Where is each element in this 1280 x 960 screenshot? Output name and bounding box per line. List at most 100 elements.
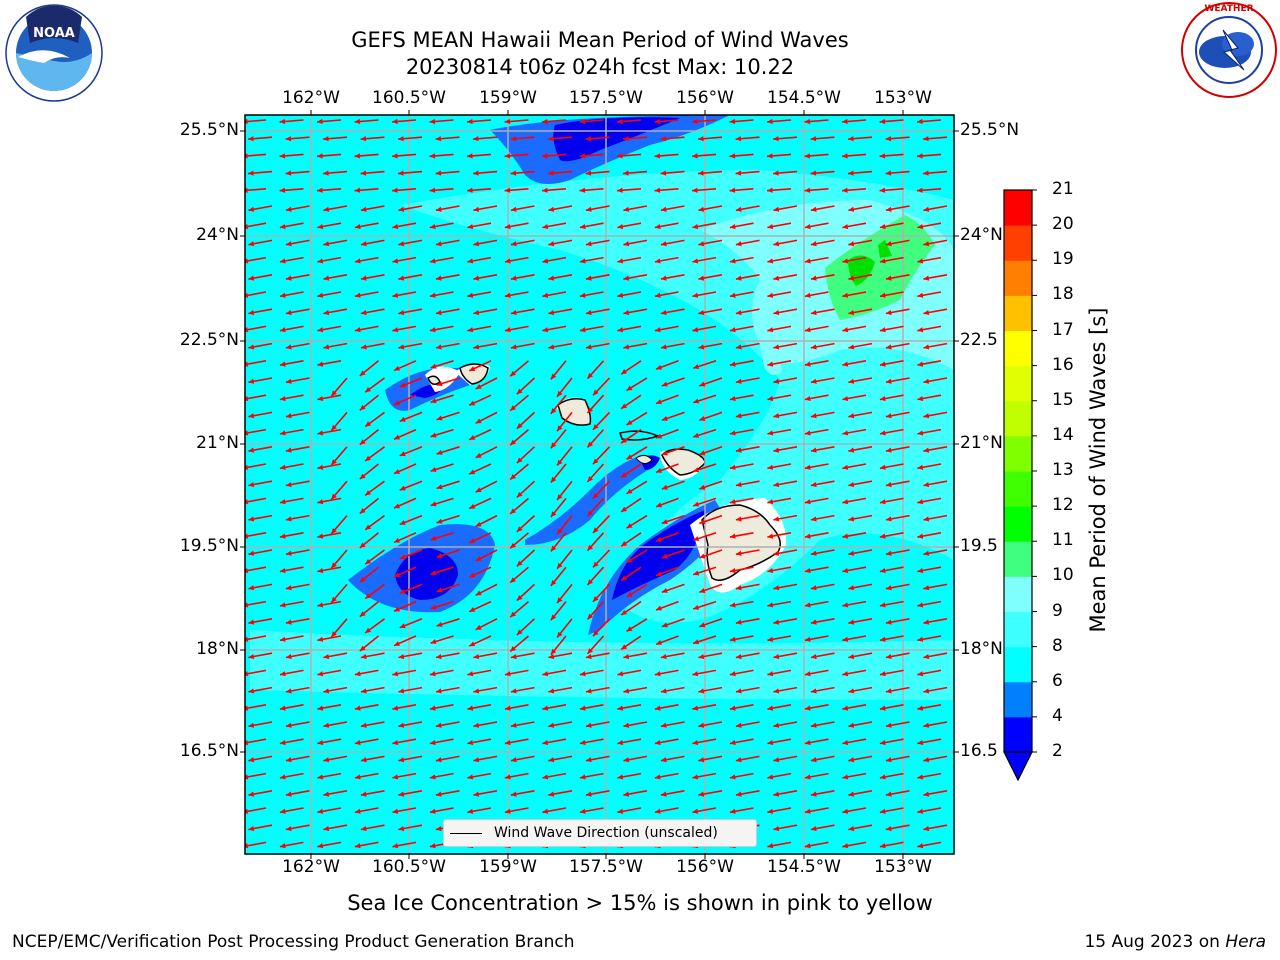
wave-direction-arrow <box>548 239 573 247</box>
sea-ice-caption: Sea Ice Concentration > 15% is shown in … <box>347 891 933 915</box>
wave-direction-arrow <box>323 308 348 316</box>
wave-direction-arrow <box>842 497 867 505</box>
wave-direction-arrow <box>398 790 423 797</box>
wave-direction-arrow <box>698 239 723 247</box>
wave-direction-arrow <box>810 308 835 316</box>
wave-direction-arrow <box>698 136 723 142</box>
wave-direction-arrow <box>810 446 835 453</box>
noaa-logo-text: NOAA <box>33 26 75 41</box>
wave-direction-arrow <box>330 515 348 535</box>
wave-direction-arrow <box>393 428 417 440</box>
wave-direction-arrow <box>698 790 723 797</box>
wave-direction-arrow <box>556 583 573 604</box>
wave-direction-arrow <box>804 669 829 677</box>
wave-direction-arrow <box>810 480 835 488</box>
wave-direction-arrow <box>626 618 648 633</box>
wave-direction-arrow <box>626 377 648 392</box>
wave-direction-arrow <box>317 532 342 539</box>
wave-direction-arrow <box>550 601 567 621</box>
wave-direction-arrow <box>810 514 835 522</box>
wave-direction-arrow <box>842 187 867 193</box>
wave-direction-arrow <box>810 411 835 419</box>
wave-direction-arrow <box>354 772 379 780</box>
wave-direction-arrow <box>398 136 423 142</box>
wave-direction-arrow <box>773 824 798 832</box>
lat-label-right: 24°N <box>960 225 1003 245</box>
wave-direction-arrow <box>773 514 798 522</box>
wave-direction-arrow <box>661 446 685 456</box>
wave-direction-arrow <box>248 308 273 316</box>
lon-label-bottom: 160.5°W <box>372 857 446 877</box>
wave-direction-arrow <box>773 411 798 419</box>
wave-direction-arrow <box>429 118 454 125</box>
wave-direction-arrow <box>364 480 385 497</box>
wave-direction-arrow <box>364 446 385 462</box>
wave-direction-arrow <box>323 205 348 212</box>
wave-direction-arrow <box>435 308 460 316</box>
wave-direction-arrow <box>429 153 454 159</box>
wave-direction-arrow <box>923 239 948 247</box>
wave-direction-arrow <box>804 566 829 574</box>
wave-direction-arrow <box>655 497 679 508</box>
wave-direction-arrow <box>917 738 942 746</box>
wave-direction-arrow <box>516 446 536 464</box>
wave-direction-arrow <box>473 136 498 142</box>
lon-label-bottom: 157.5°W <box>569 857 643 877</box>
wave-direction-arrow <box>393 394 417 406</box>
wave-direction-arrow <box>917 325 942 333</box>
wave-direction-arrow <box>430 394 454 404</box>
wave-direction-arrow <box>516 618 536 636</box>
wave-direction-arrow <box>399 480 423 491</box>
lon-label-bottom: 159°W <box>479 857 537 877</box>
wave-direction-arrow <box>360 755 385 763</box>
wave-direction-arrow <box>767 325 792 333</box>
wave-direction-arrow <box>430 600 454 610</box>
wave-direction-arrow <box>354 669 379 677</box>
lon-label-bottom: 162°W <box>282 857 340 877</box>
wave-direction-arrow <box>655 360 679 370</box>
wave-direction-arrow <box>430 497 454 507</box>
legend-label: Wind Wave Direction (unscaled) <box>494 825 718 841</box>
wave-direction-arrow <box>842 222 867 230</box>
wave-direction-arrow <box>548 721 573 728</box>
wave-direction-arrow <box>510 755 535 763</box>
wave-direction-arrow <box>917 463 942 470</box>
wave-direction-arrow <box>735 618 760 625</box>
wave-direction-arrow <box>917 497 942 505</box>
wave-direction-arrow <box>398 652 423 660</box>
wave-direction-arrow <box>399 514 423 526</box>
wave-direction-arrow <box>661 549 685 559</box>
wave-direction-arrow <box>245 532 267 539</box>
wave-direction-arrow <box>879 256 904 264</box>
wave-direction-arrow <box>842 463 867 470</box>
wave-direction-arrow <box>245 704 267 711</box>
wave-direction-arrow <box>767 841 792 849</box>
lon-label-top: 159°W <box>479 88 537 108</box>
wave-direction-arrow <box>473 652 498 660</box>
wave-direction-arrow <box>842 566 867 574</box>
wave-direction-arrow <box>735 686 760 694</box>
wave-direction-arrow <box>285 377 310 384</box>
wave-direction-arrow <box>729 600 754 608</box>
wave-direction-arrow <box>504 738 529 746</box>
wave-direction-arrow <box>360 790 385 797</box>
wave-direction-arrow <box>317 463 342 470</box>
wave-direction-arrow <box>398 205 423 212</box>
wave-direction-arrow <box>617 669 642 677</box>
wave-direction-arrow <box>398 170 423 176</box>
wave-direction-arrow <box>330 411 348 432</box>
wave-direction-arrow <box>285 342 310 350</box>
wave-direction-arrow <box>699 377 723 387</box>
wave-direction-arrow <box>660 136 685 142</box>
wave-direction-arrow <box>245 566 267 574</box>
wave-direction-arrow <box>660 274 685 281</box>
wave-direction-arrow <box>248 790 273 797</box>
wave-direction-arrow <box>429 291 454 298</box>
wave-direction-arrow <box>654 153 679 159</box>
wave-direction-arrow <box>767 532 792 539</box>
wave-direction-arrow <box>617 222 642 230</box>
wave-direction-arrow <box>879 187 904 193</box>
wave-direction-arrow <box>354 256 379 264</box>
wave-direction-arrow <box>879 153 904 159</box>
wave-direction-arrow <box>550 566 567 587</box>
